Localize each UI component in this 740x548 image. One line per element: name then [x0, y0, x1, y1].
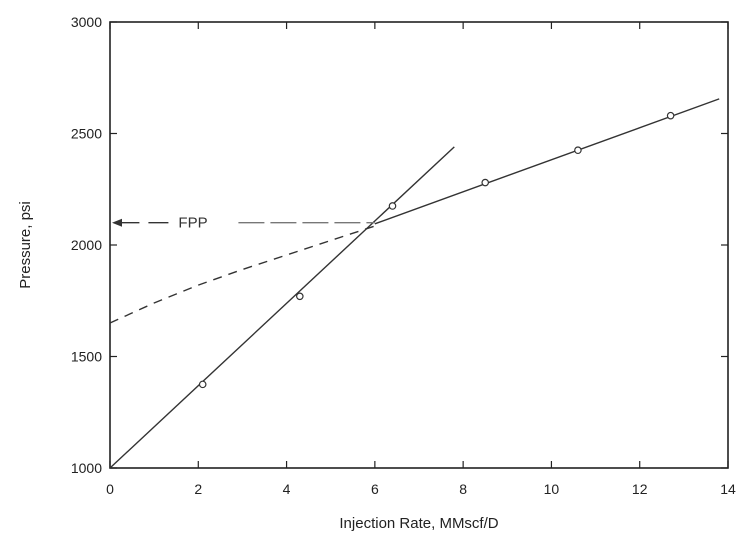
x-tick-label: 14 — [720, 481, 736, 497]
y-tick-label: 2500 — [71, 126, 102, 142]
y-axis-label: Pressure, psi — [17, 201, 34, 289]
data-point — [198, 380, 207, 389]
x-tick-label: 2 — [194, 481, 202, 497]
y-tick-label: 3000 — [71, 14, 102, 30]
x-tick-label: 10 — [544, 481, 560, 497]
series-line-0 — [109, 146, 455, 469]
data-point — [388, 202, 397, 210]
y-tick-label: 1000 — [71, 460, 102, 476]
series-layer — [109, 98, 720, 469]
annotation-layer: FPP — [112, 215, 375, 232]
fpp-label: FPP — [178, 215, 207, 232]
y-tick-label: 2000 — [71, 237, 102, 253]
x-tick-label: 6 — [371, 481, 379, 497]
x-tick-label: 12 — [632, 481, 648, 497]
x-axis: 0 2 4 6 8 10 12 14 — [106, 22, 736, 497]
data-point — [574, 146, 582, 155]
x-tick-label: 4 — [283, 481, 291, 497]
series-line-1 — [374, 98, 720, 225]
x-tick-label: 8 — [459, 481, 467, 497]
plot-frame — [109, 21, 729, 469]
x-tick-label: 0 — [106, 481, 114, 497]
data-point — [296, 292, 304, 301]
plot-border — [109, 21, 729, 469]
fpp-arrowhead — [112, 218, 122, 227]
data-point — [481, 178, 490, 187]
series-line-2 — [109, 225, 376, 324]
y-tick-label: 1500 — [71, 349, 102, 365]
data-point — [666, 111, 675, 120]
y-axis: 1000 1500 2000 2500 3000 — [71, 14, 728, 476]
x-axis-label: Injection Rate, MMscf/D — [339, 515, 498, 532]
